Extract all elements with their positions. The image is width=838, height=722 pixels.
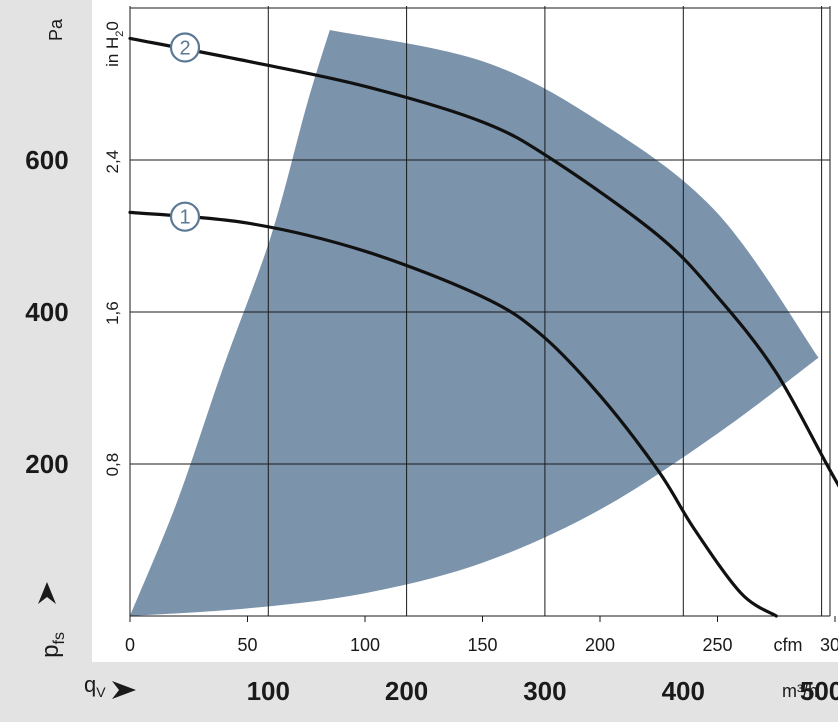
operating-area bbox=[130, 30, 819, 616]
curve-marker-2: 2 bbox=[169, 32, 201, 63]
cfm-tick-label: 0 bbox=[125, 635, 135, 655]
cfm-tick-label: 50 bbox=[237, 635, 257, 655]
inh2o-tick-label: 0,8 bbox=[103, 453, 122, 477]
bottom-axis-panel bbox=[92, 662, 838, 722]
inh2o-tick-labels: 0,8 1,6 2,4 bbox=[103, 150, 122, 477]
left-axis-panel bbox=[0, 0, 92, 722]
m3h-tick-label: 400 bbox=[662, 676, 705, 706]
curve-marker-1: 1 bbox=[169, 201, 201, 232]
m3h-tick-labels: 100 200 300 400 500 bbox=[247, 676, 838, 706]
svg-text:qV: qV bbox=[84, 672, 106, 700]
curve-2 bbox=[128, 36, 838, 488]
cfm-unit-label: cfm bbox=[774, 635, 803, 655]
pa-tick-label: 400 bbox=[25, 297, 68, 327]
curve-marker-label: 1 bbox=[179, 207, 190, 229]
pfs-axis-label: pfs bbox=[37, 582, 68, 658]
pa-tick-label: 600 bbox=[25, 145, 68, 175]
up-arrow-icon bbox=[38, 582, 56, 604]
m3h-tick-label: 200 bbox=[385, 676, 428, 706]
cfm-tick-label: 250 bbox=[702, 635, 732, 655]
pa-unit-label: Pa bbox=[46, 18, 66, 41]
m3h-tick-label: 100 bbox=[247, 676, 290, 706]
curve-markers: 12 bbox=[169, 32, 201, 232]
right-arrow-icon bbox=[112, 681, 136, 699]
pa-tick-labels: 200 400 600 bbox=[25, 145, 68, 479]
curve-marker-label: 2 bbox=[179, 38, 190, 60]
svg-text:pfs: pfs bbox=[37, 632, 68, 658]
qv-axis-label: qV bbox=[84, 672, 136, 700]
cfm-tick-label: 200 bbox=[585, 635, 615, 655]
cfm-tick-label: 150 bbox=[467, 635, 497, 655]
m3h-tick-label: 500 bbox=[800, 676, 838, 706]
cfm-tick-labels: 0 50 100 150 200 250 300 bbox=[125, 635, 838, 655]
inh2o-unit-label: in H20 bbox=[103, 21, 126, 67]
pa-tick-label: 200 bbox=[25, 449, 68, 479]
m3h-unit-label: m³/h bbox=[782, 681, 818, 701]
curves bbox=[128, 36, 838, 618]
inh2o-tick-label: 1,6 bbox=[103, 301, 122, 325]
curve-1 bbox=[128, 210, 778, 618]
cfm-tick-label: 300 bbox=[820, 635, 838, 655]
inh2o-tick-label: 2,4 bbox=[103, 150, 122, 174]
m3h-tick-label: 300 bbox=[523, 676, 566, 706]
cfm-tick-label: 100 bbox=[350, 635, 380, 655]
